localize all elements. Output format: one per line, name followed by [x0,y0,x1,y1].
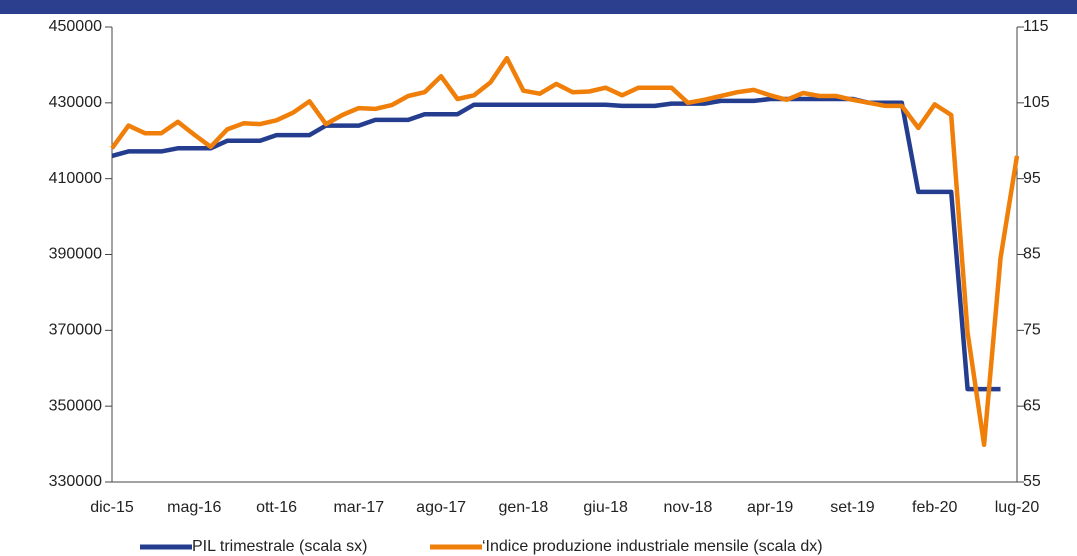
x-tick-label: nov-18 [663,499,712,516]
legend-label: ‘Indice produzione industriale mensile (… [482,538,823,555]
y-tick-label: 410000 [49,170,102,187]
y-tick-label: 370000 [49,322,102,339]
header-band [0,0,1077,14]
y-tick-label: 390000 [49,246,102,263]
y-tick-label: 450000 [49,18,102,35]
y-tick-label: 350000 [49,397,102,414]
y2-tick-label: 65 [1023,397,1041,414]
y2-tick-label: 115 [1023,18,1049,35]
legend-label: PIL trimestrale (scala sx) [192,538,367,555]
x-tick-label: ott-16 [256,499,297,516]
x-tick-label: set-19 [830,499,875,516]
x-tick-label: mar-17 [333,499,384,516]
y2-tick-label: 75 [1023,322,1041,339]
y2-tick-label: 85 [1023,246,1041,263]
x-tick-label: ago-17 [416,499,466,516]
x-tick-label: lug-20 [995,499,1040,516]
x-tick-label: dic-15 [90,499,134,516]
y2-tick-label: 95 [1023,170,1041,187]
y2-tick-label: 105 [1023,94,1050,111]
x-tick-label: feb-20 [912,499,957,516]
x-tick-label: apr-19 [747,499,793,516]
y2-tick-label: 55 [1023,473,1041,490]
series-line [111,96,1001,392]
x-tick-label: giu-18 [583,499,628,516]
y-tick-label: 330000 [49,473,102,490]
x-tick-label: gen-18 [498,499,548,516]
y-tick-label: 430000 [49,94,102,111]
series-line [110,55,1020,448]
x-tick-label: mag-16 [167,499,221,516]
